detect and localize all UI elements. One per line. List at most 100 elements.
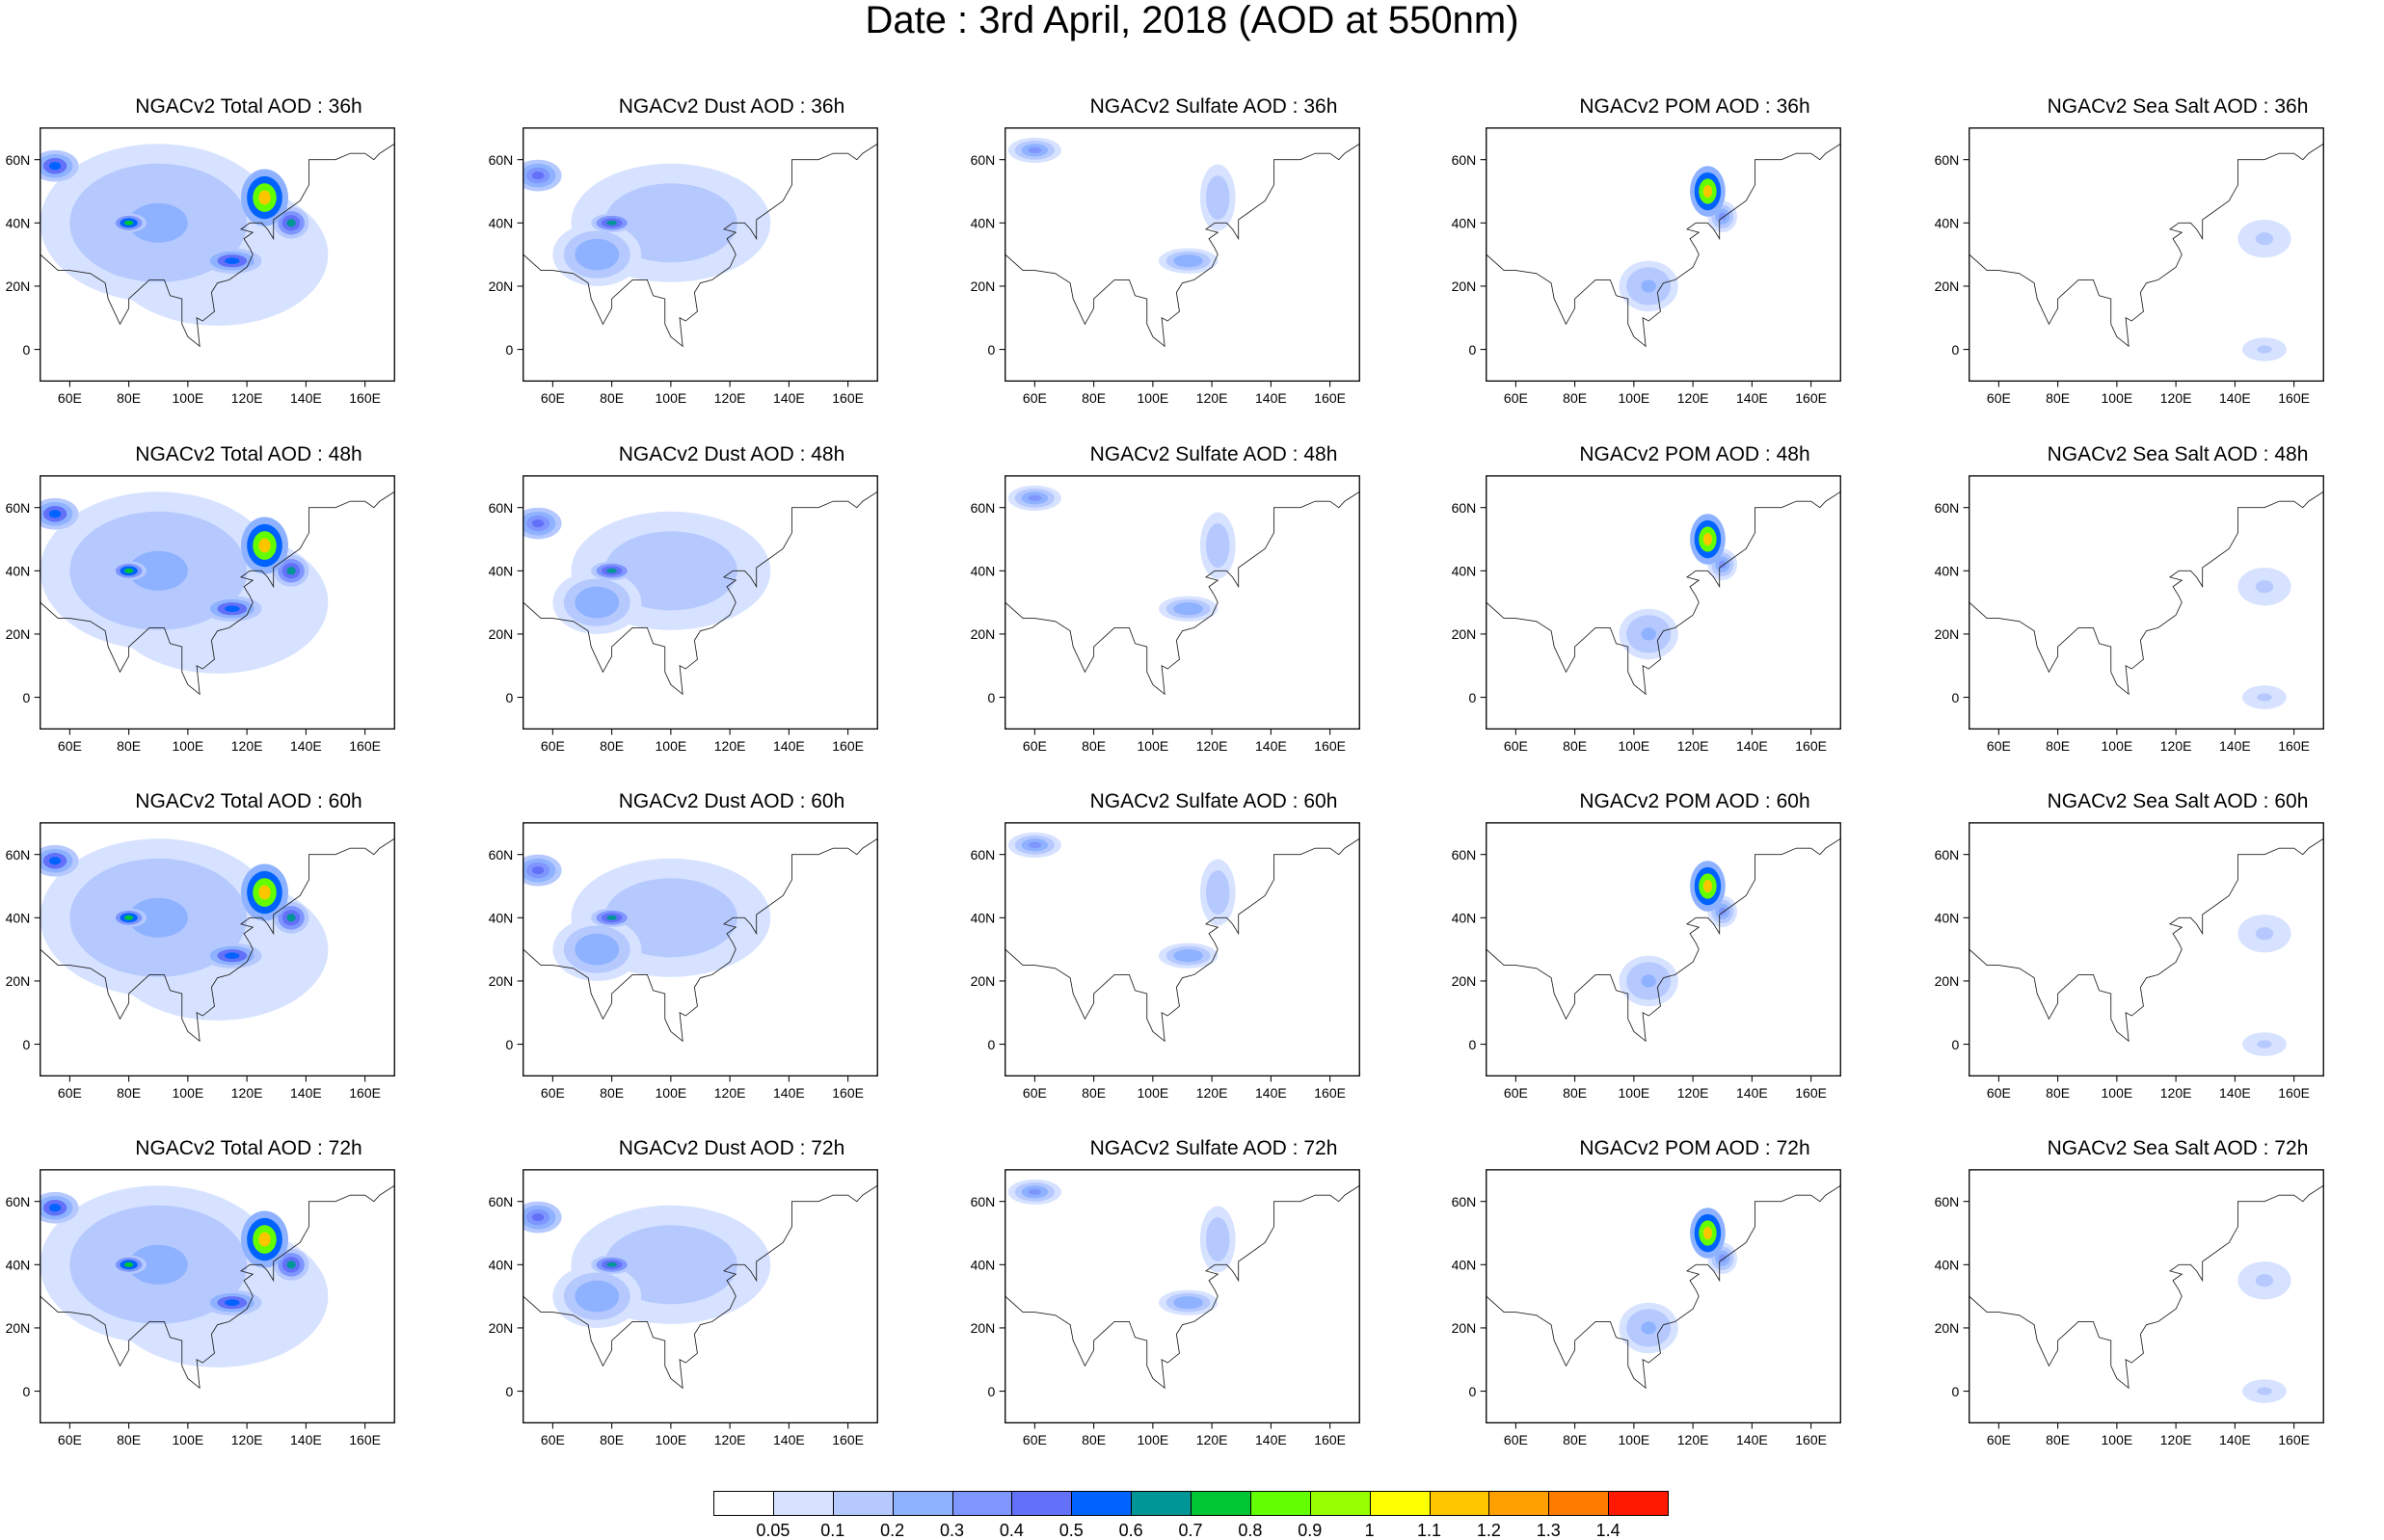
- colorbar-label: 0.7: [1178, 1521, 1203, 1540]
- lon-tick-label: 100E: [656, 1085, 687, 1101]
- lon-tick-label: 60E: [1504, 390, 1528, 406]
- lat-tick-label: 40N: [6, 911, 31, 926]
- lon-tick-label: 140E: [1255, 1432, 1287, 1447]
- panel-title: NGACv2 Sea Salt AOD : 48h: [2047, 443, 2309, 465]
- colorbar-cell: [832, 1491, 894, 1516]
- lon-tick-label: 160E: [349, 1085, 381, 1101]
- colorbar-cell: [951, 1491, 1013, 1516]
- lon-tick-label: 100E: [1138, 390, 1169, 406]
- coastline: [1486, 1184, 1841, 1390]
- map-panel: NGACv2 Sulfate AOD : 60h 60E 80E 100E 120E 14…: [971, 790, 1416, 1108]
- aod-shading: [1702, 1226, 1713, 1240]
- panel-title: NGACv2 Sulfate AOD : 72h: [1089, 1137, 1338, 1159]
- lat-tick-label: 20N: [6, 279, 31, 294]
- lon-tick-label: 80E: [600, 738, 624, 754]
- lon-tick-label: 60E: [1987, 1085, 2011, 1101]
- colorbar-label: 0.1: [820, 1521, 845, 1540]
- map-panel: NGACv2 POM AOD : 60h 60E 80E 100E 120E 140E 16…: [1452, 790, 1897, 1108]
- aod-shading: [531, 518, 545, 528]
- colorbar-label: 0.4: [999, 1521, 1024, 1540]
- map-frame: [40, 475, 395, 730]
- aod-map: 60E 80E 100E 120E 140E 160E 60N 40N 20N 0: [1935, 127, 2324, 406]
- panel-title: NGACv2 POM AOD : 36h: [1579, 95, 1810, 118]
- lat-tick-label: 60N: [1452, 1194, 1477, 1209]
- aod-shading: [1641, 974, 1656, 988]
- map-panel: NGACv2 Sulfate AOD : 36h 60E 80E 100E 120E 14…: [971, 95, 1416, 413]
- aod-shading: [124, 220, 134, 226]
- aod-shading: [606, 220, 617, 226]
- aod-shading: [2257, 1387, 2272, 1395]
- map-frame: [1004, 822, 1360, 1077]
- aod-shading: [1028, 494, 1042, 502]
- lat-tick-label: 20N: [489, 1320, 514, 1336]
- lat-tick-label: 60N: [971, 1194, 996, 1209]
- aod-shading: [1212, 881, 1224, 904]
- lon-tick-label: 60E: [1023, 1085, 1047, 1101]
- lat-tick-label: 20N: [1935, 626, 1960, 642]
- lat-tick-label: 20N: [971, 279, 996, 294]
- lat-tick-label: 40N: [971, 1258, 996, 1273]
- lon-tick-label: 120E: [1196, 390, 1228, 406]
- lon-tick-label: 140E: [1736, 390, 1768, 406]
- lon-tick-label: 100E: [1619, 1432, 1650, 1447]
- colorbar-label: 1.2: [1476, 1521, 1501, 1540]
- aod-shading: [225, 605, 240, 612]
- panel-title: NGACv2 Dust AOD : 72h: [618, 1137, 845, 1159]
- aod-shading: [2257, 1040, 2272, 1049]
- aod-shading: [2255, 927, 2274, 941]
- aod-shading: [128, 550, 188, 591]
- lon-tick-label: 60E: [541, 1432, 565, 1447]
- lon-tick-label: 160E: [2278, 1432, 2310, 1447]
- lon-tick-label: 100E: [173, 390, 204, 406]
- lon-tick-label: 80E: [2046, 1432, 2070, 1447]
- map-frame: [522, 475, 878, 730]
- panel-title: NGACv2 Total AOD : 36h: [135, 95, 362, 118]
- lon-tick-label: 120E: [1196, 1432, 1228, 1447]
- aod-shading: [258, 1232, 271, 1247]
- lon-tick-label: 80E: [1563, 738, 1587, 754]
- map-frame: [1969, 475, 2324, 730]
- lon-tick-label: 140E: [1255, 390, 1287, 406]
- aod-shading: [1641, 1321, 1656, 1335]
- lat-tick-label: 0: [1951, 1037, 1959, 1052]
- coastline: [1969, 837, 2324, 1043]
- aod-shading: [258, 885, 271, 900]
- lat-tick-label: 20N: [1452, 626, 1477, 642]
- lon-tick-label: 80E: [1082, 1432, 1106, 1447]
- lon-tick-label: 160E: [2278, 1085, 2310, 1101]
- lon-tick-label: 120E: [231, 1432, 263, 1447]
- aod-shading: [637, 897, 705, 938]
- lat-tick-label: 20N: [1935, 1320, 1960, 1336]
- lat-tick-label: 60N: [6, 1194, 31, 1209]
- aod-map: 60E 80E 100E 120E 140E 160E 60N 40N 20N 0: [1452, 475, 1841, 754]
- lat-tick-label: 60N: [1452, 500, 1477, 516]
- lat-tick-label: 0: [987, 1384, 995, 1399]
- aod-map: 60E 80E 100E 120E 140E 160E 60N 40N 20N 0: [1935, 822, 2324, 1101]
- lon-tick-label: 100E: [1619, 1085, 1650, 1101]
- panel-title: NGACv2 Sulfate AOD : 60h: [1089, 790, 1338, 812]
- lon-tick-label: 160E: [1314, 738, 1346, 754]
- aod-map: 60E 80E 100E 120E 140E 160E 60N 40N 20N 0: [6, 475, 395, 754]
- aod-shading: [531, 1212, 545, 1222]
- aod-shading: [225, 952, 240, 959]
- lon-tick-label: 140E: [1736, 1432, 1768, 1447]
- colorbar-label: 1.4: [1595, 1521, 1621, 1540]
- lon-tick-label: 160E: [832, 1432, 864, 1447]
- lat-tick-label: 0: [505, 1384, 513, 1399]
- lon-tick-label: 160E: [349, 390, 381, 406]
- aod-shading: [606, 915, 617, 920]
- panel-title: NGACv2 Dust AOD : 60h: [618, 790, 845, 812]
- lat-tick-label: 0: [22, 690, 30, 705]
- lon-tick-label: 120E: [1677, 390, 1709, 406]
- aod-shading: [48, 510, 62, 518]
- lat-tick-label: 20N: [6, 973, 31, 989]
- lon-tick-label: 120E: [714, 1432, 746, 1447]
- lon-tick-label: 100E: [1619, 738, 1650, 754]
- map-frame: [1004, 1169, 1360, 1424]
- lon-tick-label: 160E: [832, 1085, 864, 1101]
- lon-tick-label: 140E: [290, 738, 322, 754]
- lat-tick-label: 20N: [489, 279, 514, 294]
- map-panel: NGACv2 Dust AOD : 36h 60E 80E 100E 120E 140E 1…: [489, 95, 934, 413]
- map-frame: [1004, 127, 1360, 383]
- lon-tick-label: 140E: [1255, 1085, 1287, 1101]
